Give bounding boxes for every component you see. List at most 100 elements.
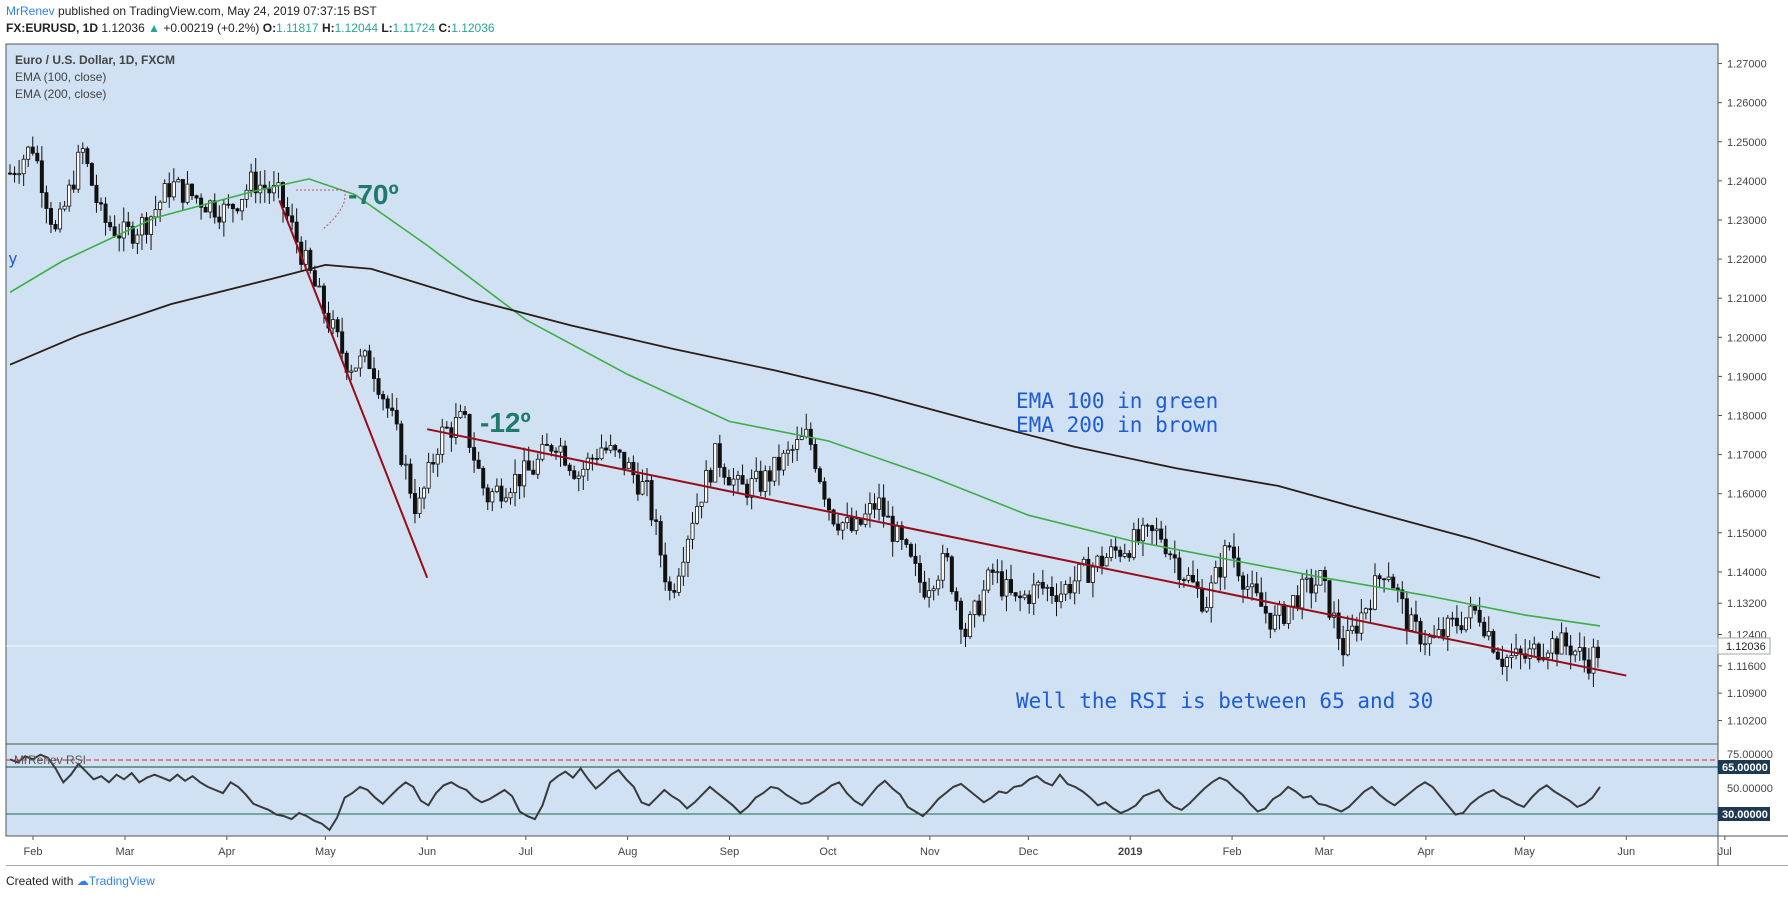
- candle: [1054, 583, 1059, 617]
- candle: [576, 471, 581, 492]
- candle: [827, 497, 832, 521]
- steep-trendline[interactable]: [278, 200, 429, 579]
- price-tick-label: 1.21000: [1727, 293, 1767, 305]
- candle: [1427, 633, 1432, 656]
- candle: [230, 203, 235, 223]
- candle: [999, 560, 1004, 601]
- candle: [385, 395, 390, 418]
- candle: [1018, 590, 1023, 612]
- time-tick-label: Dec: [1019, 846, 1039, 858]
- candle: [767, 465, 772, 496]
- candle: [531, 460, 536, 476]
- candle: [1272, 605, 1277, 633]
- candle: [212, 193, 217, 224]
- candle: [1441, 617, 1446, 641]
- rsi-badge-30-bg: [1718, 807, 1770, 821]
- candle: [226, 194, 231, 209]
- candle: [449, 421, 454, 452]
- candle: [613, 443, 618, 458]
- price-pane[interactable]: [5, 43, 1719, 745]
- candle: [890, 506, 895, 557]
- candle: [872, 493, 877, 519]
- price-ticks: 1.27000 1.26000 1.25000 1.24000 1.23000 1.220…: [1718, 59, 1767, 728]
- candle: [221, 198, 226, 237]
- candle: [108, 215, 113, 231]
- price-tick-label: 1.10200: [1727, 716, 1767, 728]
- candle: [240, 198, 245, 221]
- tradingview-brand[interactable]: TradingView: [88, 874, 155, 888]
- candle: [658, 515, 663, 568]
- candle: [7, 164, 12, 176]
- price-tick-label: 1.13200: [1727, 598, 1767, 610]
- candle: [17, 160, 22, 184]
- candle: [158, 200, 163, 222]
- candle: [508, 487, 513, 505]
- candle: [722, 463, 727, 485]
- rsi-label: MrRenev RSI: [14, 753, 86, 767]
- candle: [681, 546, 686, 586]
- candle: [795, 426, 800, 462]
- rsi-pane[interactable]: [5, 743, 1719, 837]
- candle: [331, 310, 336, 335]
- candle: [408, 458, 413, 499]
- time-tick-label: Jun: [1617, 846, 1635, 858]
- time-tick-label: Jul: [1718, 846, 1732, 858]
- author-link[interactable]: MrRenev: [6, 4, 55, 18]
- price-tick-label: 1.20000: [1727, 332, 1767, 344]
- candle: [117, 223, 122, 252]
- candle: [1391, 573, 1396, 589]
- candle: [89, 162, 94, 187]
- candle: [458, 404, 463, 419]
- candle: [717, 434, 722, 478]
- price-tick-label: 1.15000: [1727, 528, 1767, 540]
- candle: [1222, 539, 1227, 590]
- price-tick-label: 1.22000: [1727, 254, 1767, 266]
- candle: [981, 580, 986, 622]
- candle: [867, 492, 872, 528]
- candle: [1386, 562, 1391, 582]
- candle: [303, 240, 308, 267]
- time-tick-label: Apr: [218, 846, 235, 858]
- time-tick-label: Jul: [519, 846, 533, 858]
- candle: [476, 451, 481, 470]
- rsi-badge-30: 30.00000: [1722, 809, 1768, 821]
- candle: [517, 474, 522, 500]
- price-change: +0.00219 (+0.2%): [163, 21, 260, 35]
- candle: [1413, 600, 1418, 634]
- tradingview-logo-icon[interactable]: ☁: [76, 874, 89, 888]
- footer-created: Created with: [6, 874, 74, 888]
- candle: [522, 447, 527, 498]
- candle: [1231, 533, 1236, 568]
- candle: [1482, 616, 1487, 639]
- candle: [1445, 615, 1450, 651]
- candle: [1454, 605, 1459, 634]
- candle: [481, 465, 486, 496]
- candle: [558, 437, 563, 467]
- publish-text: published on TradingView.com, May 24, 20…: [58, 4, 377, 18]
- candle: [754, 457, 759, 483]
- candle: [1245, 573, 1250, 599]
- legend-ema200: EMA (200, close): [15, 87, 106, 101]
- candle: [1377, 573, 1382, 589]
- candle: [626, 457, 631, 469]
- main-trendline[interactable]: [427, 428, 1627, 677]
- time-tick-label: Mar: [116, 846, 135, 858]
- time-tick-label: Mar: [1315, 846, 1334, 858]
- candle: [1491, 628, 1496, 654]
- candle: [362, 349, 367, 363]
- candle: [53, 220, 58, 232]
- price-tick-label: 1.14000: [1727, 567, 1767, 579]
- candle: [572, 465, 577, 481]
- candle: [490, 488, 495, 512]
- candle: [1063, 580, 1068, 602]
- time-tick-label: Apr: [1417, 846, 1434, 858]
- candle: [1049, 576, 1054, 604]
- candle: [726, 469, 731, 486]
- candle: [1104, 553, 1109, 567]
- chart-canvas[interactable]: 1.27000 1.26000 1.25000 1.24000 1.23000 1.220…: [0, 40, 1788, 866]
- candle: [1382, 577, 1387, 593]
- rsi-tick-50: 50.00000: [1727, 783, 1773, 795]
- candle: [1577, 632, 1582, 661]
- candle: [654, 509, 659, 536]
- candle: [381, 390, 386, 411]
